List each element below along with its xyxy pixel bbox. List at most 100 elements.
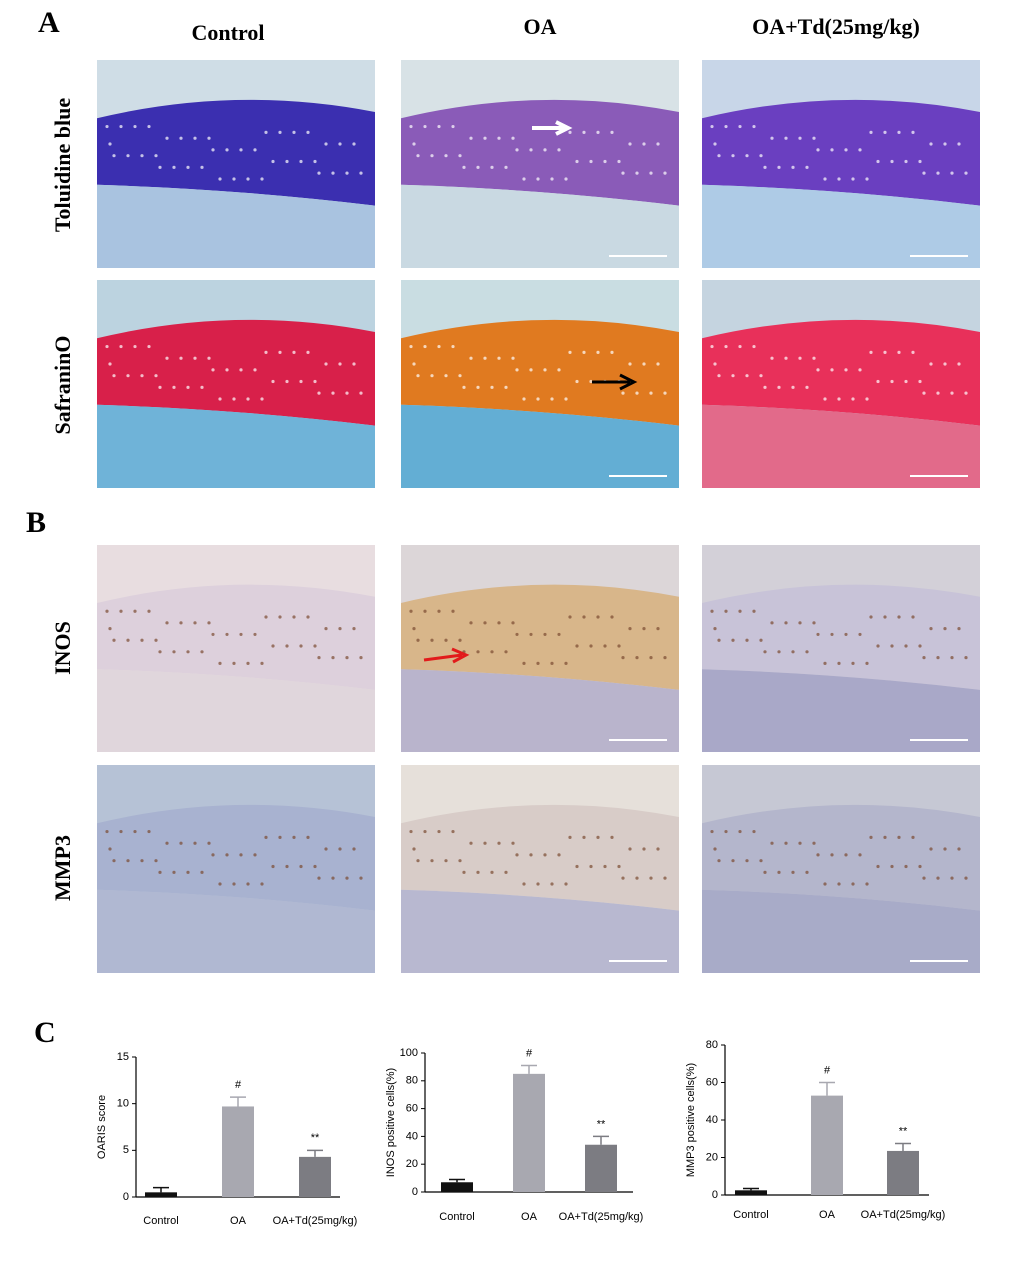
cell xyxy=(352,847,356,851)
cell xyxy=(211,853,215,857)
cell xyxy=(179,621,183,625)
cell xyxy=(628,627,632,631)
significance: ** xyxy=(311,1132,320,1144)
cell xyxy=(777,870,781,874)
cell xyxy=(656,847,660,851)
cell xyxy=(313,379,317,384)
cell xyxy=(596,835,600,839)
cell xyxy=(621,656,625,660)
bone-layer xyxy=(702,889,980,973)
cell xyxy=(207,621,211,625)
cell xyxy=(582,350,586,354)
cell xyxy=(165,621,169,625)
cell xyxy=(543,368,547,372)
cell xyxy=(511,841,515,845)
cell xyxy=(596,350,600,354)
cell xyxy=(112,154,116,158)
cell xyxy=(918,159,922,164)
cell xyxy=(253,632,257,637)
cell xyxy=(154,154,158,158)
cell xyxy=(759,859,763,863)
cell xyxy=(922,391,926,395)
cell xyxy=(239,148,243,152)
cell xyxy=(936,656,940,660)
cell xyxy=(225,368,229,372)
cell xyxy=(777,165,781,169)
cell xyxy=(469,356,473,360)
cell xyxy=(929,847,933,851)
cell xyxy=(883,350,887,354)
cell xyxy=(897,835,901,839)
cell xyxy=(752,124,756,129)
cell xyxy=(812,136,816,140)
cell xyxy=(950,876,954,880)
cell xyxy=(211,632,215,637)
row-label: MMP3 xyxy=(50,835,75,901)
tissue-layer xyxy=(97,99,375,206)
cell xyxy=(299,159,303,164)
cell xyxy=(752,829,756,834)
cell xyxy=(515,368,519,372)
cell xyxy=(423,829,427,834)
cell xyxy=(409,124,413,129)
cell xyxy=(621,391,625,395)
cell xyxy=(522,177,526,181)
cell xyxy=(154,374,158,378)
cell xyxy=(568,350,572,354)
row-label: SafraninO xyxy=(50,335,75,434)
cell xyxy=(193,841,197,845)
cell xyxy=(543,632,547,637)
cell xyxy=(610,835,614,839)
cell xyxy=(444,154,448,158)
cell xyxy=(338,627,342,631)
cell xyxy=(589,379,593,384)
cell xyxy=(784,621,788,625)
cell xyxy=(271,864,275,869)
cell xyxy=(476,870,480,874)
cell xyxy=(823,177,827,181)
cell xyxy=(158,165,162,169)
cell xyxy=(745,638,749,642)
tissue-layer xyxy=(401,99,679,206)
cell xyxy=(285,644,289,648)
cell xyxy=(515,632,519,637)
cell xyxy=(936,171,940,175)
y-tick-label: 60 xyxy=(706,1076,718,1088)
cell xyxy=(451,124,455,129)
cell xyxy=(306,350,310,354)
cell xyxy=(621,171,625,175)
bar xyxy=(299,1156,331,1197)
error-bar xyxy=(307,1149,323,1157)
cell xyxy=(278,615,282,619)
cell xyxy=(710,609,714,613)
error-bar xyxy=(230,1096,246,1107)
cell xyxy=(412,847,416,851)
cell xyxy=(564,177,568,181)
cell xyxy=(830,853,834,857)
row-label: INOS xyxy=(50,621,75,675)
cell xyxy=(497,356,501,360)
cell xyxy=(865,397,869,401)
cell xyxy=(738,829,742,834)
cell xyxy=(232,882,236,886)
cell xyxy=(253,148,257,152)
cell xyxy=(791,165,795,169)
cell xyxy=(858,368,862,372)
cell xyxy=(317,656,321,660)
bone-layer xyxy=(702,404,980,488)
cell xyxy=(816,148,820,152)
cell xyxy=(232,661,236,666)
tissue-layer xyxy=(401,584,679,690)
tissue-layer xyxy=(702,319,980,426)
cell xyxy=(713,627,717,631)
cell xyxy=(409,829,413,834)
cell xyxy=(497,621,501,625)
charts: 0 5 10 15 OARIS score Control OA # OA+Td(25mg/kg… xyxy=(96,1039,945,1227)
x-tick-label: OA+Td(25mg/kg) xyxy=(559,1211,644,1223)
cell xyxy=(529,632,533,637)
cell xyxy=(423,344,427,349)
cell xyxy=(918,864,922,869)
x-tick-label: Control xyxy=(733,1209,768,1221)
cell xyxy=(458,374,462,378)
cell xyxy=(112,638,116,642)
